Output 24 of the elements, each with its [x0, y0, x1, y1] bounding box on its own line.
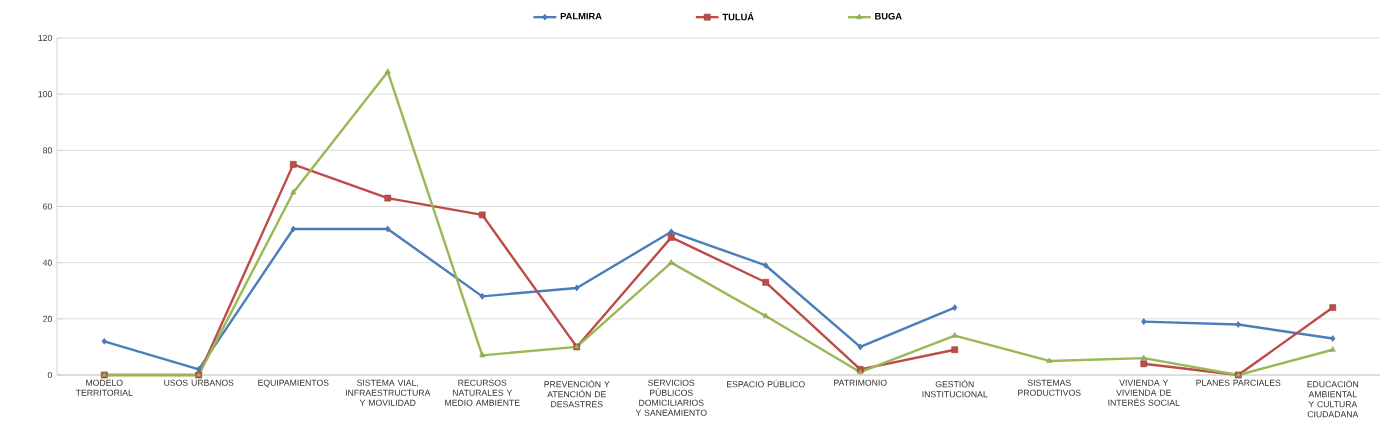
y-tick-label: 40: [42, 259, 52, 266]
x-tick-label: RECURSOS NATURALES Y MEDIO AMBIENTE: [445, 379, 520, 406]
x-tick-label: EQUIPAMIENTOS: [258, 379, 329, 388]
y-tick-label: 20: [43, 315, 52, 322]
x-tick-label: USOS URBANOS: [164, 379, 234, 386]
x-tick-label: SISTEMAS PRODUCTIVOS: [1018, 379, 1081, 396]
x-tick-label: SISTEMA VIAL, INFRAESTRUCTURA Y MOVILIDAD: [345, 379, 431, 406]
y-tick-label: 120: [38, 34, 52, 42]
x-tick-label: VIVIENDA Y VIVIENDA DE INTERÉS SOCIAL: [1108, 379, 1180, 406]
x-tick-label: MODELO TERRITORIAL: [75, 379, 133, 396]
legend-label: PALMIRA: [560, 12, 602, 20]
x-tick-label: SERVICIOS PÚBLICOS DOMICILIARIOS Y SANEAMIENTO: [635, 379, 707, 416]
x-tick-label: PATRIMONIO: [834, 379, 887, 386]
y-tick-label: 100: [38, 91, 52, 98]
y-tick-label: 0: [47, 371, 52, 379]
y-tick-label: 80: [43, 147, 52, 154]
y-tick-label: 60: [43, 203, 52, 210]
x-tick-label: PLANES PARCIALES: [1196, 379, 1281, 386]
x-tick-label: PREVENCIÓN Y ATENCIÓN DE DESASTRES: [544, 379, 610, 408]
legend-label: BUGA: [875, 12, 902, 20]
x-tick-label: GESTIÓN INSTITUCIONAL: [922, 379, 988, 398]
x-tick-label: ESPACIO PÚBLICO: [727, 379, 805, 388]
x-tick-label: EDUCACIÓN AMBIENTAL Y CULTURA CIUDADANA: [1307, 379, 1359, 418]
legend-label: TULUÁ: [722, 12, 754, 21]
